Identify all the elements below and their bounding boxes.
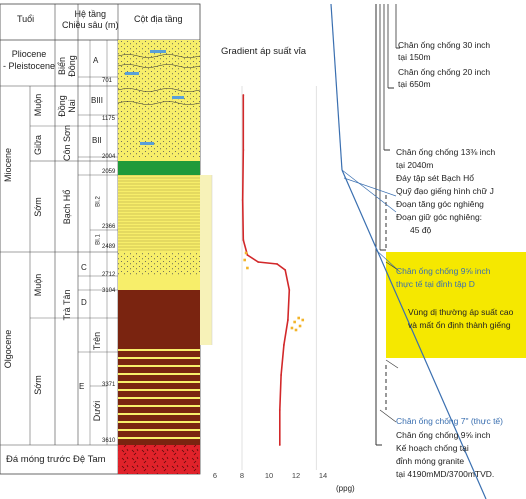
- pressure-gradient-line: [241, 95, 291, 445]
- chart-title: Gradient áp suất vỉa: [221, 46, 307, 57]
- note-wellbore-instability: và mất ổn định thành giếng: [408, 320, 511, 330]
- depth-label: 2712: [102, 272, 116, 278]
- note-plan-line2: Kế hoạch chống tại: [396, 443, 469, 453]
- curve-point: [287, 319, 289, 321]
- x-tick-label: 6: [213, 471, 217, 480]
- depth-label: 3371: [102, 382, 116, 388]
- note-casing-30-depth: tại 150m: [398, 52, 431, 62]
- note-build-section: Đoạn tăng góc nghiêng: [396, 199, 484, 209]
- age-pliocene: Pliocene - Pleistocene: [3, 49, 56, 71]
- subunit-biii: BIII: [91, 96, 104, 105]
- depth-label: 3610: [102, 438, 116, 444]
- x-tick-label: 8: [240, 471, 244, 480]
- x-tick-label: 14: [319, 471, 327, 480]
- curve-point: [280, 374, 283, 376]
- note-hold-angle: 45 độ: [410, 225, 432, 235]
- data-point: [244, 251, 248, 255]
- note-hold-section: Đoạn giữ góc nghiêng:: [396, 212, 483, 222]
- curve-point: [242, 239, 245, 241]
- curve-point: [282, 344, 285, 346]
- data-point: [301, 318, 305, 322]
- header-formation-depth: Hệ tầng Chiều sâu (m): [62, 9, 119, 30]
- note-casing-13-depth: tại 2040m: [396, 160, 434, 170]
- depth-label: 2489: [102, 244, 116, 250]
- depth-label: 2004: [102, 154, 116, 160]
- curve-point: [278, 444, 281, 446]
- header-age: Tuổi: [17, 14, 35, 24]
- data-point: [243, 258, 246, 262]
- depth-label: 2059: [102, 169, 116, 175]
- x-tick-label: 10: [265, 471, 273, 480]
- note-casing-30: Chân ống chống 30 inch: [398, 40, 491, 50]
- depth-label: 1175: [102, 116, 115, 122]
- subunit-e: E: [79, 382, 85, 391]
- data-point: [294, 328, 298, 332]
- note-casing-13: Chân ống chống 13⅜ inch: [396, 147, 496, 157]
- subunit-a: A: [93, 56, 99, 65]
- note-casing-20-depth: tại 650m: [398, 79, 431, 89]
- note-plan-line3: đỉnh móng granite: [396, 456, 465, 466]
- depth-label: 2366: [102, 224, 116, 230]
- depth-label: 3104: [102, 288, 116, 294]
- note-casing-9-actual: Chân ống chống 9⅝ inch: [396, 266, 491, 276]
- header-column: Cột địa tầng: [134, 14, 183, 24]
- data-point: [290, 326, 294, 330]
- curve-point: [246, 254, 249, 256]
- curve-point: [278, 409, 281, 411]
- subunit-c: C: [81, 263, 87, 272]
- chart-xlabel: (ppg): [336, 484, 355, 493]
- x-tick-label: 12: [292, 471, 300, 480]
- data-point: [246, 266, 249, 270]
- curve-point: [242, 149, 245, 151]
- data-point: [298, 324, 302, 328]
- subunit-bii: BII: [92, 136, 102, 145]
- note-casing-9-plan: Chân ống chống 9⅝ inch: [396, 430, 491, 440]
- note-casing-20: Chân ống chống 20 inch: [398, 67, 491, 77]
- note-anomaly-zone: Vùng dị thường áp suất cao: [408, 307, 514, 317]
- curve-point: [284, 269, 287, 271]
- note-casing-9-top-d: thực tế tại đỉnh tập D: [396, 279, 475, 289]
- formation-basement: Đá móng trước Đệ Tam: [6, 454, 106, 465]
- curve-point: [242, 94, 245, 96]
- depth-label: 701: [102, 78, 113, 84]
- note-plan-line4: tại 4190mMD/3700mTVD.: [396, 469, 495, 479]
- curve-point: [276, 263, 278, 265]
- note-casing-7-actual: Chân ống chống 7" (thực tế): [396, 416, 503, 426]
- data-point: [293, 320, 296, 324]
- note-j-trajectory: Quỹ đạo giếng hình chữ J: [396, 186, 494, 196]
- curve-point: [241, 199, 244, 201]
- curve-point: [257, 261, 260, 263]
- note-shale-base: Đáy tập sét Bạch Hổ: [396, 173, 474, 183]
- data-point: [297, 316, 300, 320]
- curve-point: [288, 289, 291, 291]
- subunit-d: D: [81, 298, 87, 307]
